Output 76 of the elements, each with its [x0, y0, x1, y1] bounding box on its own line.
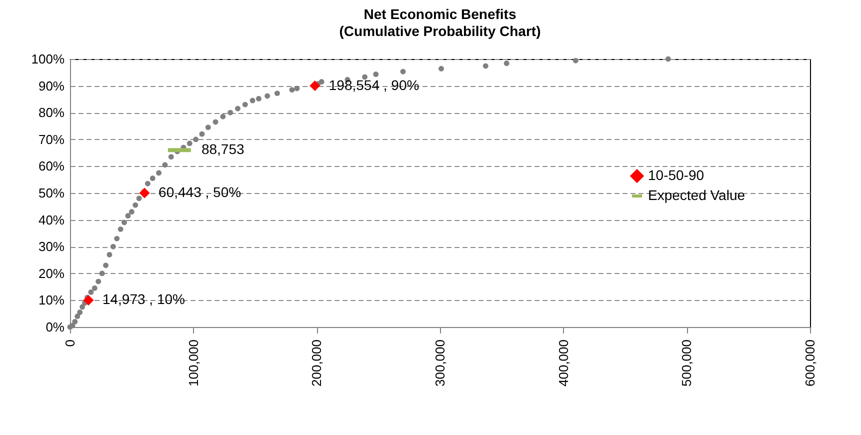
point: [400, 68, 406, 74]
data-label: 60,443 , 50%: [158, 184, 242, 200]
point: [294, 86, 300, 92]
point: [665, 56, 671, 62]
point: [220, 114, 226, 120]
point: [250, 98, 256, 104]
point: [103, 262, 109, 268]
point: [139, 188, 150, 198]
y-tick-label: 10%: [38, 292, 65, 308]
point: [205, 124, 211, 130]
y-tick-label: 20%: [38, 266, 65, 281]
point: [362, 74, 368, 80]
y-tick-label: 60%: [38, 158, 65, 174]
point: [212, 119, 218, 125]
point: [242, 102, 248, 108]
y-tick-label: 90%: [38, 78, 65, 94]
point: [136, 196, 142, 202]
point: [114, 236, 120, 242]
point: [72, 318, 78, 324]
y-tick-label: 100%: [31, 52, 65, 66]
x-tick-label: 200,000: [309, 340, 324, 386]
legend-label: 10-50-90: [648, 167, 704, 183]
point: [144, 180, 150, 186]
point: [199, 131, 205, 137]
point: [373, 72, 379, 78]
y-tick-label: 70%: [38, 132, 65, 147]
point: [274, 90, 280, 96]
point: [186, 140, 192, 146]
x-tick-label: 300,000: [432, 340, 448, 386]
point: [92, 285, 98, 291]
x-tick-label: 100,000: [186, 340, 201, 386]
point: [132, 202, 138, 208]
point: [310, 80, 320, 92]
x-tick-label: 400,000: [556, 340, 571, 386]
point: [228, 110, 234, 116]
point: [96, 278, 102, 284]
point: [482, 63, 488, 69]
chart-title: Net Economic Benefits: [364, 6, 516, 22]
point: [110, 244, 116, 250]
y-tick-label: 80%: [38, 105, 65, 120]
point: [162, 162, 168, 168]
point: [99, 270, 105, 276]
chart-subtitle: (Cumulative Probability Chart): [339, 23, 541, 39]
data-label: 14,973 , 10%: [102, 291, 185, 308]
point: [156, 170, 162, 176]
point: [264, 93, 270, 99]
point: [193, 136, 199, 142]
point: [74, 314, 80, 320]
point: [88, 289, 94, 295]
point: [122, 220, 128, 226]
point: [77, 310, 83, 315]
point: [438, 66, 444, 72]
point: [234, 106, 240, 112]
legend-label: Expected Value: [648, 187, 746, 203]
point: [168, 154, 174, 160]
point: [572, 58, 578, 64]
point: [504, 60, 510, 66]
point: [106, 252, 112, 258]
point: [289, 87, 295, 93]
x-tick-label: 500,000: [679, 340, 694, 386]
point: [318, 79, 324, 85]
y-tick-label: 0%: [46, 320, 65, 334]
x-tick-label: 0: [62, 340, 78, 347]
annotation: 88,753: [201, 141, 244, 158]
point: [256, 96, 262, 102]
x-tick-label: 600,000: [802, 340, 818, 386]
point: [150, 176, 156, 181]
point: [118, 226, 124, 232]
point: [80, 304, 86, 310]
y-tick-label: 40%: [38, 212, 65, 228]
data-label: 198,554 , 90%: [328, 76, 420, 93]
point: [128, 209, 134, 214]
point: [125, 213, 131, 219]
point: [83, 294, 94, 306]
y-tick-label: 30%: [38, 239, 65, 254]
y-tick-label: 50%: [38, 186, 65, 200]
